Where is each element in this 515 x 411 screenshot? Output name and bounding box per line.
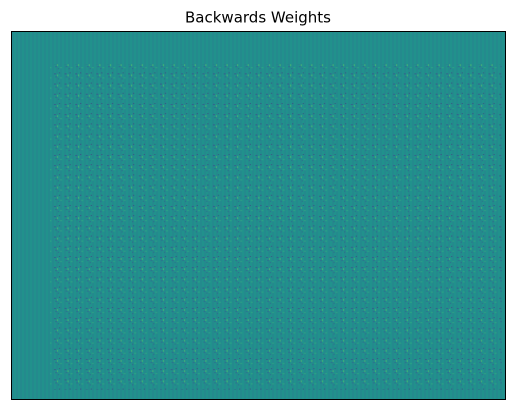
- plot-area: [11, 31, 506, 400]
- image-texture: [50, 64, 502, 390]
- chart-title: Backwards Weights: [185, 9, 331, 27]
- axes-frame: [11, 31, 506, 400]
